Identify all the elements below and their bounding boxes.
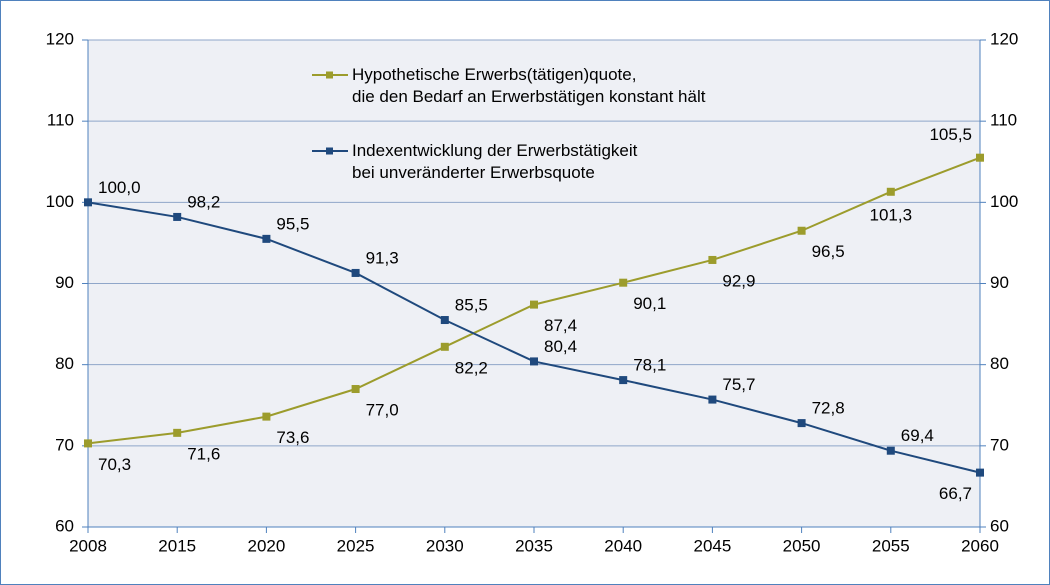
x-tick-label: 2045 xyxy=(693,536,731,555)
data-label: 66,7 xyxy=(939,484,972,503)
marker xyxy=(84,198,92,207)
x-tick-label: 2030 xyxy=(426,536,464,555)
marker xyxy=(173,212,182,221)
data-label: 96,5 xyxy=(812,242,845,261)
marker xyxy=(886,187,895,196)
y2-tick-label: 120 xyxy=(990,29,1018,48)
y-tick-label: 120 xyxy=(46,29,74,48)
legend-marker xyxy=(326,71,333,79)
data-label: 92,9 xyxy=(722,271,755,290)
data-label: 78,1 xyxy=(633,356,666,375)
x-tick-label: 2008 xyxy=(69,536,107,555)
data-label: 82,2 xyxy=(455,358,488,377)
data-label: 71,6 xyxy=(187,444,220,463)
data-label: 72,8 xyxy=(812,399,845,418)
x-tick-label: 2035 xyxy=(515,536,553,555)
y-tick-label: 110 xyxy=(47,111,74,130)
marker xyxy=(708,395,717,404)
y-tick-label: 100 xyxy=(46,192,74,211)
data-label: 95,5 xyxy=(276,214,309,233)
y2-tick-label: 60 xyxy=(990,516,1009,535)
data-label: 80,4 xyxy=(544,337,577,356)
x-tick-label: 2055 xyxy=(872,536,910,555)
marker xyxy=(976,153,984,162)
data-label: 75,7 xyxy=(722,375,755,394)
y2-tick-label: 90 xyxy=(990,273,1009,292)
data-label: 69,4 xyxy=(901,426,934,445)
marker xyxy=(173,428,182,437)
data-label: 91,3 xyxy=(366,248,399,267)
marker xyxy=(262,412,271,421)
y2-tick-label: 70 xyxy=(990,435,1009,454)
y-tick-label: 90 xyxy=(55,273,74,292)
marker xyxy=(84,439,92,448)
marker xyxy=(262,234,271,243)
marker xyxy=(351,268,360,277)
y-tick-label: 80 xyxy=(55,354,74,373)
marker xyxy=(619,376,628,385)
legend-label: Hypothetische Erwerbs(tätigen)quote, die… xyxy=(352,65,706,106)
data-label: 90,1 xyxy=(633,294,666,313)
marker xyxy=(619,278,628,287)
y-tick-label: 60 xyxy=(55,516,74,535)
data-label: 87,4 xyxy=(544,316,577,335)
y-tick-label: 70 xyxy=(55,435,74,454)
marker xyxy=(351,385,360,394)
y2-tick-label: 80 xyxy=(990,354,1009,373)
marker xyxy=(530,357,538,366)
legend-label: Indexentwicklung der Erwerbstätigkeit be… xyxy=(352,141,638,182)
data-label: 100,0 xyxy=(98,178,141,197)
marker xyxy=(797,226,806,235)
marker xyxy=(976,468,984,477)
x-tick-label: 2015 xyxy=(158,536,196,555)
data-label: 98,2 xyxy=(187,192,220,211)
data-label: 101,3 xyxy=(870,205,913,224)
marker xyxy=(440,342,449,351)
data-label: 105,5 xyxy=(929,125,972,144)
x-tick-label: 2040 xyxy=(604,536,642,555)
marker xyxy=(530,300,538,309)
y2-tick-label: 110 xyxy=(990,111,1017,130)
marker xyxy=(440,316,449,325)
data-label: 77,0 xyxy=(366,401,399,420)
x-tick-label: 2060 xyxy=(961,536,999,555)
y2-tick-label: 100 xyxy=(990,192,1018,211)
marker xyxy=(797,419,806,428)
legend-marker xyxy=(326,147,333,155)
x-tick-label: 2020 xyxy=(247,536,285,555)
data-label: 85,5 xyxy=(455,296,488,315)
x-tick-label: 2025 xyxy=(337,536,375,555)
data-label: 73,6 xyxy=(276,428,309,447)
marker xyxy=(886,446,895,455)
marker xyxy=(708,255,717,264)
data-label: 70,3 xyxy=(98,455,131,474)
x-tick-label: 2050 xyxy=(783,536,821,555)
